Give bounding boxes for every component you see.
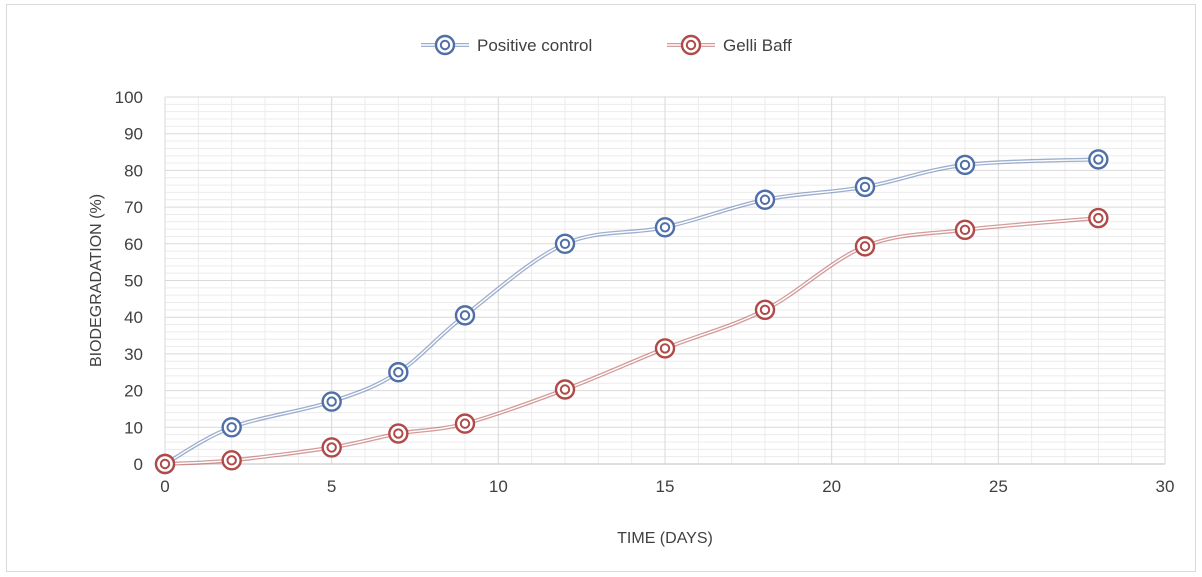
data-point-inner bbox=[959, 159, 971, 171]
series-line-inner bbox=[164, 158, 1099, 465]
legend: Positive control Gelli Baff bbox=[421, 34, 792, 56]
y-tick-label: 100 bbox=[115, 88, 143, 107]
data-point-inner bbox=[959, 224, 971, 236]
data-point-inner bbox=[393, 367, 404, 378]
series-line-inner bbox=[164, 217, 1099, 465]
data-point bbox=[221, 417, 242, 438]
x-tick-label: 15 bbox=[656, 477, 675, 496]
data-point bbox=[554, 379, 576, 400]
legend-marker bbox=[680, 34, 702, 56]
data-point bbox=[854, 236, 876, 257]
data-point bbox=[754, 189, 776, 210]
legend-label: Gelli Baff bbox=[723, 36, 792, 55]
data-point bbox=[388, 423, 409, 444]
data-point-inner bbox=[659, 343, 671, 354]
y-tick-label: 60 bbox=[124, 235, 143, 254]
data-point-inner bbox=[393, 428, 404, 439]
y-tick-label: 0 bbox=[134, 455, 143, 474]
x-tick-label: 20 bbox=[822, 477, 841, 496]
data-point-inner bbox=[1093, 154, 1104, 165]
y-tick-label: 20 bbox=[124, 382, 143, 401]
data-point bbox=[954, 219, 976, 241]
data-point bbox=[554, 233, 576, 255]
legend-marker bbox=[434, 34, 456, 56]
legend-marker-inner bbox=[685, 39, 697, 51]
data-point bbox=[954, 154, 976, 176]
data-point-inner bbox=[459, 418, 471, 429]
legend-marker-inner bbox=[439, 39, 451, 51]
y-tick-label: 70 bbox=[124, 198, 143, 217]
data-point bbox=[388, 362, 409, 383]
data-point-inner bbox=[326, 396, 337, 407]
data-point bbox=[654, 338, 676, 359]
data-point-inner bbox=[226, 422, 237, 433]
series-1 bbox=[154, 207, 1109, 475]
data-point bbox=[854, 176, 876, 198]
data-point bbox=[654, 217, 676, 238]
data-point-inner bbox=[759, 304, 771, 316]
biodegradation-line-chart: 0 10 20 30 40 50 60 70 80 90 100 0 5 10 15 20 25 30 TIME … bbox=[88, 34, 1175, 547]
data-point-inner bbox=[759, 194, 771, 205]
x-axis-title: TIME (DAYS) bbox=[617, 530, 713, 547]
data-point bbox=[221, 450, 242, 471]
data-point bbox=[321, 437, 342, 458]
y-tick-label: 90 bbox=[124, 125, 143, 144]
y-tick-label: 30 bbox=[124, 345, 143, 364]
y-tick-label: 10 bbox=[124, 418, 143, 437]
legend-label: Positive control bbox=[477, 36, 592, 55]
data-point-inner bbox=[226, 455, 237, 466]
data-point bbox=[754, 299, 776, 321]
y-tick-label: 50 bbox=[124, 272, 143, 291]
data-point bbox=[454, 305, 476, 326]
chart-frame: 0 10 20 30 40 50 60 70 80 90 100 0 5 10 15 20 25 30 TIME … bbox=[6, 4, 1196, 572]
y-tick-label: 80 bbox=[124, 161, 143, 180]
data-point-inner bbox=[859, 181, 871, 193]
data-point-inner bbox=[559, 238, 571, 250]
series-layer bbox=[154, 149, 1109, 475]
data-point bbox=[1088, 207, 1109, 229]
data-point-inner bbox=[659, 222, 671, 233]
y-tick-label: 40 bbox=[124, 308, 143, 327]
x-tick-label: 0 bbox=[160, 477, 169, 496]
data-point bbox=[321, 391, 342, 412]
data-point bbox=[454, 413, 476, 434]
data-point-inner bbox=[159, 458, 171, 470]
grid bbox=[164, 96, 1166, 465]
data-point bbox=[1088, 149, 1109, 170]
x-tick-label: 25 bbox=[989, 477, 1008, 496]
data-point bbox=[154, 453, 176, 475]
data-point-inner bbox=[1093, 212, 1104, 224]
data-point-inner bbox=[559, 384, 571, 395]
series-0 bbox=[154, 149, 1109, 475]
tick-labels: 0 10 20 30 40 50 60 70 80 90 100 0 5 10 15 20 25 30 bbox=[115, 88, 1175, 496]
y-axis-title: BIODEGRADATION (%) bbox=[88, 194, 105, 367]
data-point-inner bbox=[459, 310, 471, 321]
x-tick-label: 10 bbox=[489, 477, 508, 496]
data-point-inner bbox=[326, 442, 337, 453]
data-point-inner bbox=[859, 241, 871, 252]
x-tick-label: 5 bbox=[327, 477, 336, 496]
x-tick-label: 30 bbox=[1156, 477, 1175, 496]
